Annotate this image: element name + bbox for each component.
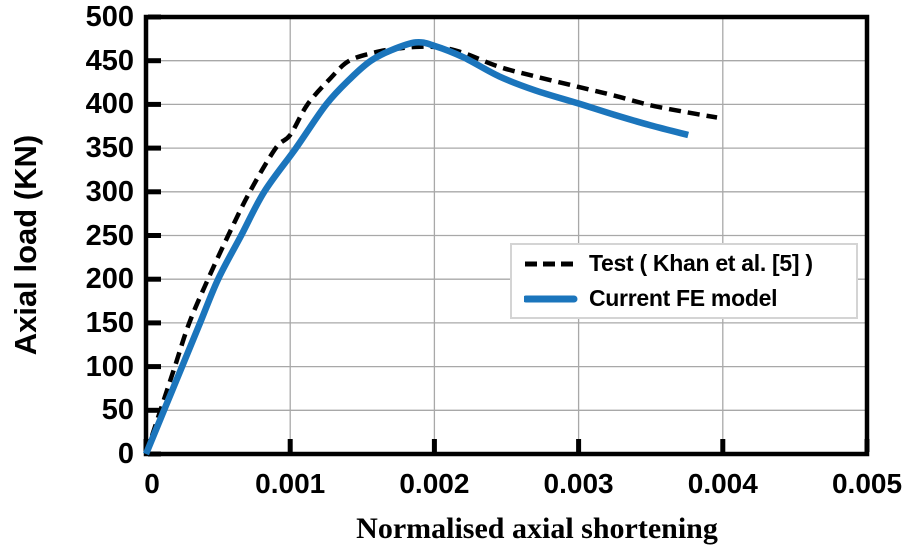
y-axis-tick-label: 300 <box>85 175 134 208</box>
y-axis-tick-label: 250 <box>85 219 134 252</box>
y-axis-tick-label: 350 <box>85 132 134 165</box>
y-axis-tick-label: 200 <box>85 263 134 296</box>
test-curve <box>143 44 718 455</box>
x-axis-tick-label: 0.002 <box>399 468 470 499</box>
x-axis-tick-label: 0.004 <box>687 468 758 499</box>
y-axis-tick-label: 500 <box>85 1 134 33</box>
fe-solid-line-sample <box>524 295 578 302</box>
y-axis-tick-label: 450 <box>85 44 134 77</box>
x-axis-tick-label: 0.003 <box>543 468 614 499</box>
x-axis-tick-label: 0.001 <box>255 468 326 499</box>
legend-label-test: Test ( Khan et al. [5] ) <box>589 250 813 276</box>
y-axis-tick-label: 400 <box>85 88 134 121</box>
y-axis-tick-label: 50 <box>101 394 134 427</box>
x-axis-tick-label: 0.005 <box>831 468 903 499</box>
y-axis-tick-label: 150 <box>85 306 134 339</box>
test-dashed-line-sample <box>525 261 579 266</box>
y-axis-tick-label: 100 <box>85 350 134 383</box>
plot-border <box>143 14 870 457</box>
y-axis-title: Axial load (KN) <box>8 134 43 356</box>
x-axis-tick-label: 0 <box>144 468 160 499</box>
legend: Test ( Khan et al. [5] ) Current FE mode… <box>510 243 858 319</box>
legend-entry-fe: Current FE model <box>524 281 856 316</box>
x-axis-title: Normalised axial shortening <box>356 512 718 545</box>
legend-label-fe: Current FE model <box>589 285 778 311</box>
legend-entry-test: Test ( Khan et al. [5] ) <box>524 246 856 281</box>
y-axis-tick-label: 0 <box>117 438 134 470</box>
fe-curve <box>142 38 689 456</box>
